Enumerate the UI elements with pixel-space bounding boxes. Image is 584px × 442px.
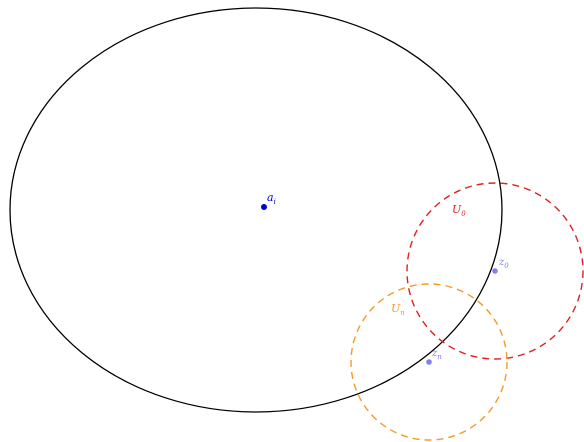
boundary-point-zn-letter: z — [431, 348, 438, 359]
neighborhood-u0-letter: U — [452, 203, 462, 216]
neighborhood-u0-label: U0 — [452, 203, 466, 218]
neighborhood-un-circle — [350, 283, 508, 441]
center-point-subscript: i — [274, 198, 276, 206]
center-point-a-i — [261, 204, 267, 210]
neighborhood-u0-subscript: 0 — [461, 210, 466, 218]
center-point-label: ai — [267, 191, 276, 206]
boundary-point-zn — [426, 359, 432, 365]
boundary-point-z0-label: z0 — [498, 257, 509, 270]
boundary-point-z0 — [492, 268, 498, 274]
neighborhood-un-letter: U — [391, 302, 401, 315]
neighborhood-u0-circle — [406, 182, 584, 360]
boundary-point-zn-subscript: n — [437, 353, 442, 361]
neighborhood-un-subscript: n — [400, 309, 405, 317]
neighborhood-un-label: Un — [391, 302, 405, 317]
boundary-point-zn-label: zn — [431, 348, 442, 361]
center-point-letter: a — [267, 191, 274, 204]
main-region-ellipse — [9, 7, 503, 413]
boundary-point-z0-subscript: 0 — [504, 262, 509, 270]
boundary-point-z0-letter: z — [498, 257, 505, 268]
